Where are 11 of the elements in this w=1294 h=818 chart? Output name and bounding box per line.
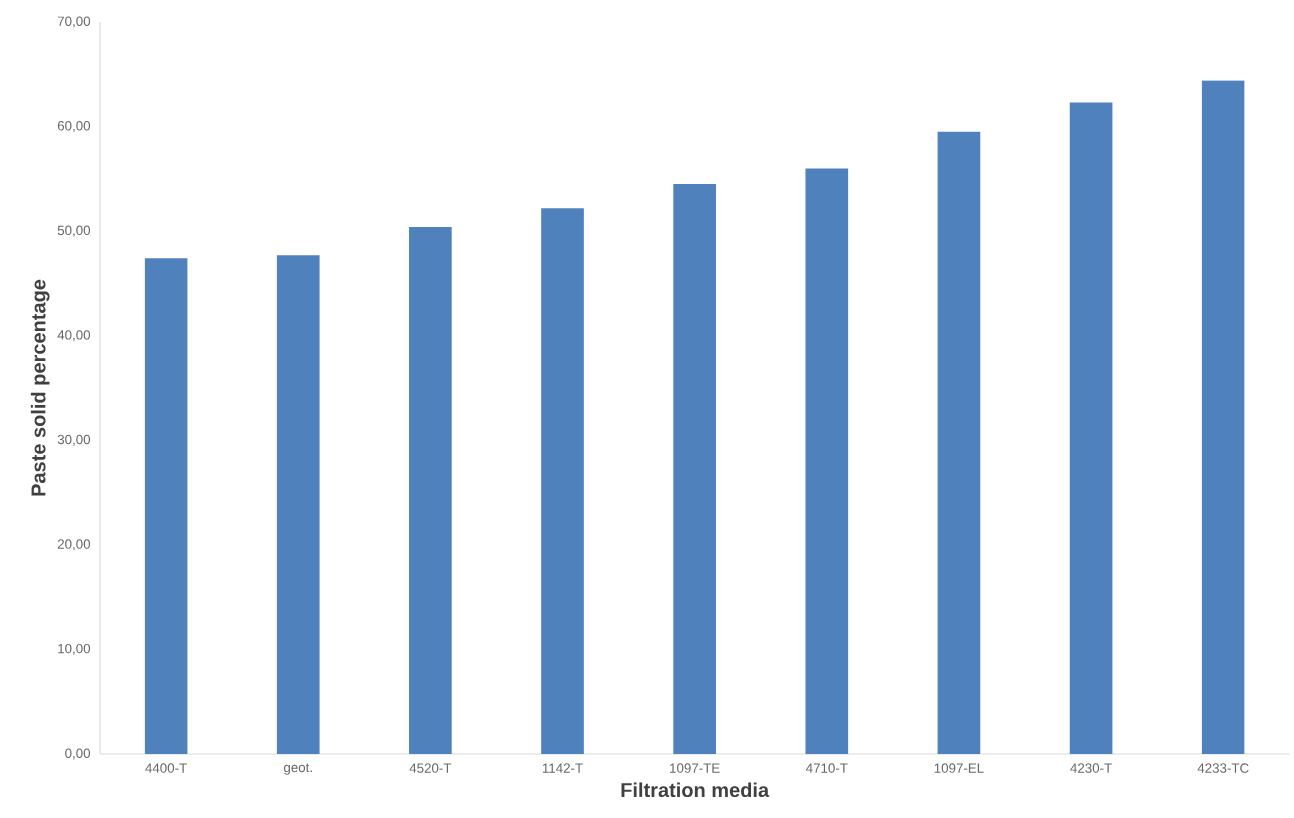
bar	[144, 258, 188, 754]
bar	[937, 131, 981, 754]
bar	[1201, 80, 1245, 754]
bar	[673, 184, 716, 754]
bar	[541, 208, 584, 754]
bar	[805, 168, 849, 754]
bar	[409, 226, 452, 754]
x-axis-title: Filtration media	[621, 782, 770, 798]
y-axis-title: Paste solid percentage	[30, 279, 50, 496]
bar	[276, 255, 320, 754]
bar	[1069, 102, 1113, 754]
